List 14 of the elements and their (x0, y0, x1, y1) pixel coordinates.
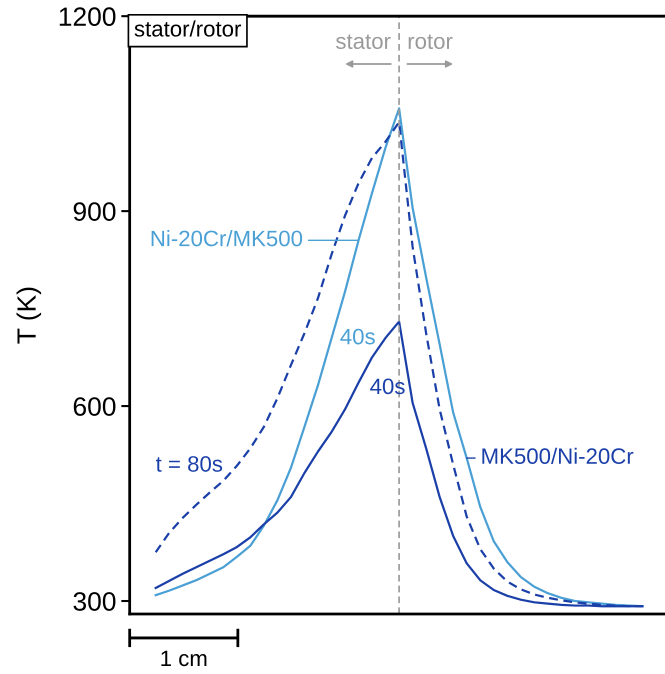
y-tick-label: 1200 (60, 7, 116, 26)
y-axis-title: T (K) (16, 288, 42, 344)
annotation: Ni-20Cr/MK500 (152, 230, 302, 246)
annotation: stator (336, 34, 391, 50)
annotation: MK500/Ni-20Cr (482, 448, 634, 464)
y-tick-label: 900 (74, 202, 116, 221)
annotation: rotor (408, 34, 453, 50)
y-tick-label: 300 (73, 592, 116, 611)
series-label: t = 80s (156, 456, 222, 472)
chart-title: stator/rotor (134, 20, 242, 37)
y-tick-label: 600 (74, 397, 116, 416)
text: 1 cm (161, 650, 206, 666)
series-label: 40s (370, 378, 405, 394)
series-label: 40s (340, 328, 375, 344)
